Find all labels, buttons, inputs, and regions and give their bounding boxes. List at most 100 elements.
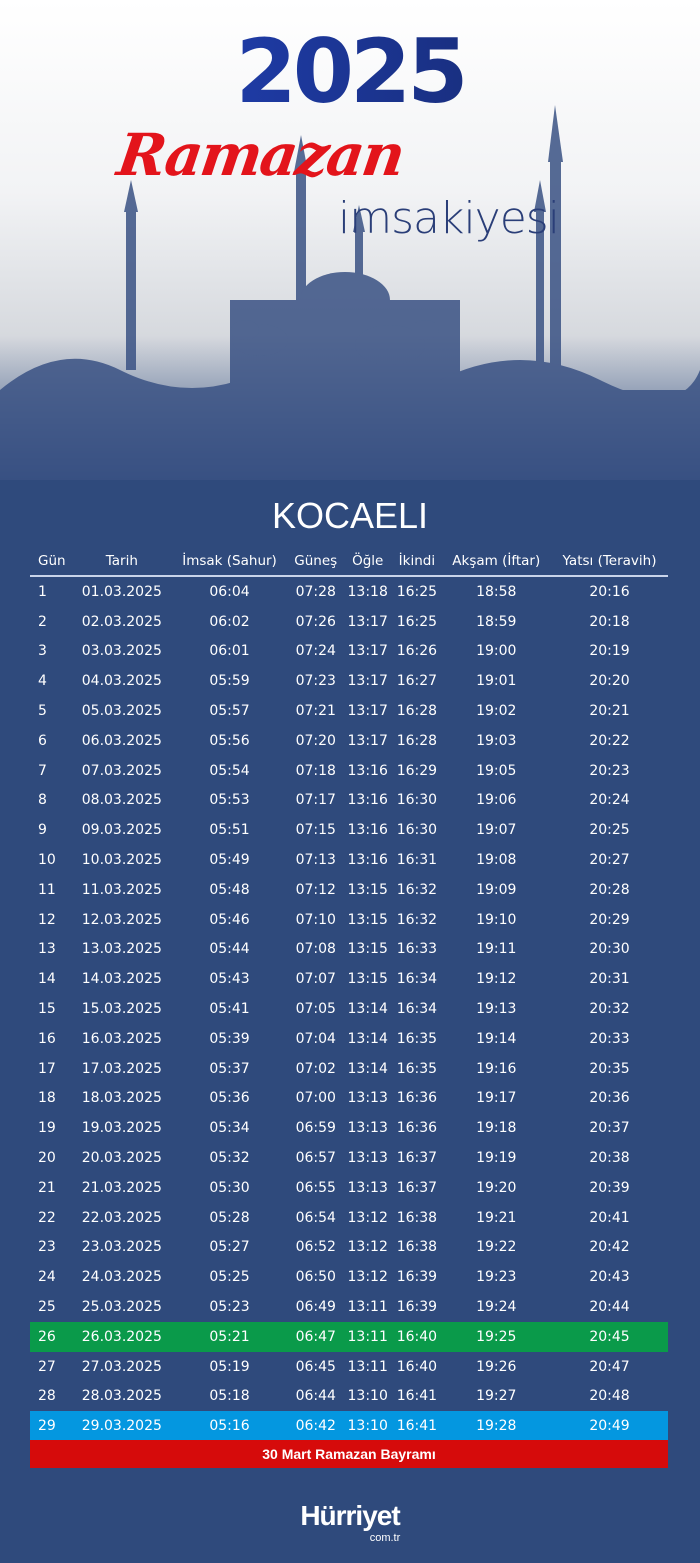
table-cell: 07:02 [295,1060,336,1077]
table-cell: 20 [38,1150,56,1167]
table-cell: 20:16 [589,583,630,600]
table-row: 4 04.03.2025 05:59 07:23 13:17 16:27 19:01 20:2… [30,666,668,696]
table-cell: 11.03.2025 [81,881,162,898]
table-cell: 20:29 [589,911,630,928]
table-cell: 05:18 [209,1388,250,1405]
table-row: 13 13.03.2025 05:44 07:08 13:15 16:33 19:11 20:… [30,935,668,965]
table-cell: 06:52 [295,1239,336,1256]
table-cell: 13:16 [347,822,388,839]
table-cell: 20:41 [589,1209,630,1226]
table-cell: 16:27 [396,673,438,690]
table-cell: 21 [38,1179,56,1196]
table-cell: 07.03.2025 [81,762,162,779]
table-cell: 19:13 [476,1001,517,1018]
table-cell: 20:38 [589,1150,630,1167]
table-cell: 05:37 [209,1060,250,1077]
table-cell: 13:11 [347,1358,388,1375]
prayer-times-table: Gün Tarih İmsak (Sahur) Güneş Öğle İkindi Akşa… [30,546,668,1442]
table-cell: 20:42 [589,1239,630,1256]
table-cell: 17.03.2025 [81,1060,162,1077]
table-row: 27 27.03.2025 05:19 06:45 13:11 16:40 19:26 20:… [30,1352,668,1382]
table-cell: 19:02 [476,703,517,720]
table-header: Gün Tarih İmsak (Sahur) Güneş Öğle İkindi Akşa… [30,546,668,577]
table-cell: 19:25 [441,1321,552,1352]
table-cell: 14 [38,971,56,988]
table-cell: 20:25 [589,822,630,839]
table-cell: 05:21 [170,1321,289,1352]
table-cell: 18:58 [476,583,517,600]
table-row: 8 08.03.2025 05:53 07:17 13:16 16:30 19:06 20:2… [30,786,668,816]
table-cell: 13:12 [347,1269,388,1286]
table-cell: 05:49 [209,852,250,869]
table-cell: 07:00 [295,1090,336,1107]
table-cell: 20:30 [589,941,630,958]
table-cell: 05:36 [209,1090,250,1107]
table-cell: 6 [38,732,47,749]
table-cell: 05:19 [209,1358,250,1375]
table-row: 7 07.03.2025 05:54 07:18 13:16 16:29 19:05 20:2… [30,756,668,786]
table-cell: 28.03.2025 [81,1388,162,1405]
table-cell: 06:02 [209,613,250,630]
table-cell: 06:50 [295,1269,336,1286]
table-cell: 13:13 [347,1179,388,1196]
table-cell: 19:07 [476,822,517,839]
table-cell: 16:37 [396,1150,438,1167]
table-cell: 13:13 [347,1120,388,1137]
table-cell: 13:12 [347,1209,388,1226]
table-cell: 06:54 [295,1209,336,1226]
table-cell: 20:22 [589,732,630,749]
table-cell: 13:17 [347,703,388,720]
table-cell: 29 [30,1411,73,1442]
imsakiye-subtitle: imsakiyesi [338,193,560,244]
table-cell: 19:03 [476,732,517,749]
table-cell: 13:14 [347,1001,388,1018]
table-cell: 05:46 [209,911,250,928]
table-cell: 16:41 [392,1411,442,1442]
ramazan-title: Ramazan [113,121,408,189]
table-cell: 13:16 [347,852,388,869]
table-row: 22 22.03.2025 05:28 06:54 13:12 16:38 19:21 20:… [30,1203,668,1233]
table-cell: 07:10 [295,911,336,928]
table-cell: 19:19 [476,1150,517,1167]
table-cell: 16:38 [396,1209,438,1226]
table-cell: 19:09 [476,881,517,898]
table-cell: 19:22 [476,1239,517,1256]
table-cell: 20:28 [589,881,630,898]
table-cell: 19:18 [476,1120,517,1137]
table-cell: 16:32 [396,881,438,898]
table-cell: 13:15 [347,881,388,898]
table-cell: 05:44 [209,941,250,958]
year-title: 2025 [0,26,700,118]
table-cell: 06:04 [209,583,250,600]
table-cell: 29.03.2025 [73,1411,171,1442]
table-cell: 16:39 [396,1269,438,1286]
table-cell: 7 [38,762,47,779]
table-row: 10 10.03.2025 05:49 07:13 13:16 16:31 19:08 20:… [30,845,668,875]
table-cell: 07:17 [295,792,336,809]
table-cell: 16:25 [396,583,438,600]
table-row: 2 02.03.2025 06:02 07:26 13:17 16:25 18:59 20:1… [30,607,668,637]
hurriyet-logo: Hürriyet com.tr [0,1500,700,1545]
table-cell: 24.03.2025 [81,1269,162,1286]
table-cell: 11 [38,881,56,898]
table-cell: 16:38 [396,1239,438,1256]
table-cell: 19:06 [476,792,517,809]
table-cell: 07:07 [295,971,336,988]
table-cell: 05:16 [170,1411,289,1442]
table-cell: 16:28 [396,732,438,749]
bayram-banner: 30 Mart Ramazan Bayramı [30,1440,668,1468]
city-name: KOCAELI [271,495,429,536]
table-cell: 19:21 [476,1209,517,1226]
table-cell: 26 [30,1321,73,1352]
table-cell: 16:30 [396,792,438,809]
table-cell: 07:21 [295,703,336,720]
table-cell: 01.03.2025 [81,583,162,600]
table-cell: 19:14 [476,1030,517,1047]
table-cell: 5 [38,703,47,720]
table-cell: 23.03.2025 [81,1239,162,1256]
table-row: 20 20.03.2025 05:32 06:57 13:13 16:37 19:19 20:… [30,1143,668,1173]
table-cell: 16:25 [396,613,438,630]
header-hero: 2025 Ramazan imsakiyesi [0,0,700,480]
table-cell: 16:31 [396,852,438,869]
table-cell: 25.03.2025 [81,1299,162,1316]
